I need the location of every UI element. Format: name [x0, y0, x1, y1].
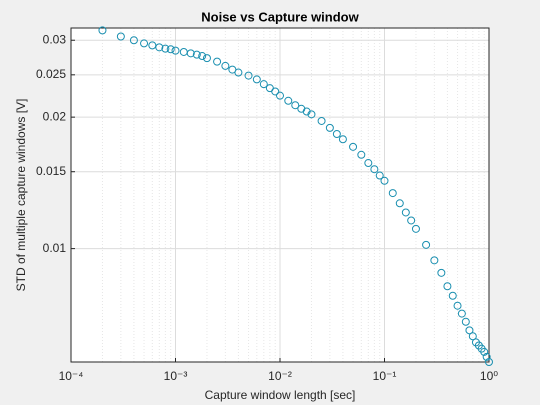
marker: [395, 199, 404, 208]
x-tick-label: 10⁰: [480, 369, 498, 383]
x-axis-label: Capture window length [sec]: [205, 388, 356, 402]
marker: [129, 36, 138, 45]
marker: [166, 45, 175, 54]
marker: [276, 91, 284, 100]
marker: [411, 224, 420, 233]
marker: [388, 189, 397, 198]
marker: [468, 332, 477, 341]
marker: [171, 46, 180, 55]
marker: [349, 142, 358, 151]
marker: [202, 54, 211, 63]
marker: [186, 49, 195, 58]
marker: [116, 32, 125, 41]
marker: [302, 107, 311, 116]
marker: [364, 159, 373, 168]
marker: [284, 96, 293, 105]
y-tick-label: 0.015: [36, 164, 66, 178]
marker: [370, 165, 379, 174]
marker: [461, 317, 470, 326]
marker: [213, 57, 222, 66]
marker: [485, 358, 493, 366]
marker: [140, 39, 149, 48]
marker: [401, 208, 410, 217]
marker: [325, 123, 334, 132]
marker: [148, 41, 157, 50]
marker: [457, 309, 466, 318]
marker: [155, 43, 164, 52]
marker: [465, 326, 474, 335]
marker: [407, 216, 416, 225]
marker: [198, 52, 207, 61]
marker: [252, 75, 261, 84]
axes-box: [70, 27, 490, 363]
marker: [375, 171, 384, 180]
y-axis-label: STD of multiple capture windows [V]: [14, 99, 28, 292]
marker: [307, 110, 316, 119]
y-tick-label: 0.025: [36, 67, 66, 81]
x-tick-label: 10⁻³: [164, 369, 188, 383]
marker: [98, 26, 107, 35]
marker: [192, 50, 201, 59]
y-tick-label: 0.01: [43, 241, 67, 255]
marker: [161, 44, 170, 53]
marker: [448, 291, 457, 300]
marker: [480, 347, 489, 356]
marker: [357, 150, 366, 159]
marker: [259, 80, 268, 89]
chart-title: Noise vs Capture window: [201, 9, 359, 24]
marker: [422, 240, 431, 249]
marker: [317, 116, 326, 125]
marker: [380, 176, 389, 185]
marker: [271, 87, 280, 96]
x-tick-label: 10⁻⁴: [59, 369, 84, 383]
marker: [443, 282, 452, 291]
x-tick-label: 10⁻²: [268, 369, 292, 383]
marker: [244, 71, 253, 80]
marker: [338, 135, 347, 144]
marker: [332, 129, 341, 138]
y-tick-label: 0.02: [43, 109, 67, 123]
marker: [291, 101, 300, 110]
marker: [430, 256, 439, 265]
marker: [234, 68, 243, 77]
marker: [221, 61, 230, 70]
x-tick-label: 10⁻¹: [373, 369, 397, 383]
marker: [482, 352, 491, 361]
y-tick-label: 0.03: [43, 32, 67, 46]
marker: [437, 268, 446, 277]
marker: [453, 301, 462, 310]
